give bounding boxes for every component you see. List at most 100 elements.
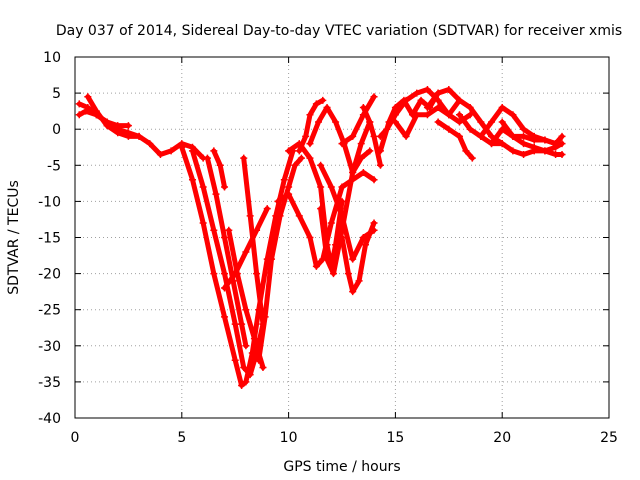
data-point xyxy=(327,219,335,227)
data-point xyxy=(552,150,560,158)
series-pass-19 xyxy=(338,93,378,148)
data-point xyxy=(376,161,384,169)
data-point xyxy=(413,89,421,97)
data-point xyxy=(509,111,517,119)
data-point xyxy=(124,132,132,140)
data-point xyxy=(520,150,528,158)
data-point xyxy=(146,140,154,148)
data-point xyxy=(312,100,320,108)
data-point xyxy=(498,118,506,126)
data-point xyxy=(541,147,549,155)
axis-ticks xyxy=(74,56,610,419)
data-point xyxy=(103,122,111,130)
y-tick-label: 0 xyxy=(52,122,61,138)
data-point xyxy=(178,143,186,151)
data-point xyxy=(509,147,517,155)
data-point xyxy=(344,270,352,278)
data-point xyxy=(349,169,357,177)
data-point xyxy=(295,212,303,220)
data-point xyxy=(75,100,83,108)
data-point xyxy=(242,248,250,256)
data-point xyxy=(445,111,453,119)
data-point xyxy=(477,118,485,126)
data-point xyxy=(468,154,476,162)
data-point xyxy=(312,262,320,270)
data-point xyxy=(357,140,365,148)
data-point xyxy=(92,107,100,115)
data-point xyxy=(423,111,431,119)
data-point xyxy=(297,154,305,162)
y-axis-label: SDTVAR / TECUs xyxy=(6,180,22,295)
data-point xyxy=(530,143,538,151)
data-point xyxy=(238,320,246,328)
data-point xyxy=(238,382,246,390)
data-point xyxy=(306,154,314,162)
y-tick-label: -35 xyxy=(38,375,61,391)
data-point xyxy=(338,140,346,148)
data-point xyxy=(558,150,566,158)
data-point xyxy=(498,104,506,112)
data-point xyxy=(315,118,323,126)
series-track xyxy=(318,162,377,262)
data-point xyxy=(359,169,367,177)
data-point xyxy=(317,161,325,169)
data-point xyxy=(370,93,378,101)
x-tick-label: 25 xyxy=(600,430,618,446)
series-track xyxy=(307,105,373,175)
data-point xyxy=(385,118,393,126)
data-point xyxy=(274,197,282,205)
x-tick-label: 15 xyxy=(386,430,404,446)
series-pass-7 xyxy=(210,147,229,191)
y-tick-label: -40 xyxy=(38,411,61,427)
data-point xyxy=(520,140,528,148)
data-point xyxy=(124,122,132,130)
data-point xyxy=(338,197,346,205)
series-track xyxy=(339,220,377,295)
tick-labels: 0 5 10 15 20 25 10 5 0 -5 -10 -15 -20 -25 -30 -35 -40 xyxy=(38,50,618,446)
data-point xyxy=(455,96,463,104)
data-point xyxy=(216,161,224,169)
data-point xyxy=(359,104,367,112)
data-point xyxy=(530,136,538,144)
data-point xyxy=(558,140,566,148)
series-pass-9 xyxy=(221,205,271,292)
data-point xyxy=(306,140,314,148)
y-tick-label: -25 xyxy=(38,303,61,319)
series-track xyxy=(179,144,296,388)
data-point xyxy=(466,104,474,112)
data-point xyxy=(221,234,229,241)
data-point xyxy=(291,161,299,169)
y-tick-label: -20 xyxy=(38,267,61,283)
data-point xyxy=(225,226,233,234)
y-tick-label: -15 xyxy=(38,231,61,247)
data-point xyxy=(338,234,346,241)
data-point xyxy=(323,255,331,263)
data-point xyxy=(317,205,325,213)
data-point xyxy=(280,176,288,184)
data-point xyxy=(329,270,337,278)
data-point xyxy=(455,111,463,119)
data-point xyxy=(402,132,410,140)
data-point xyxy=(376,147,384,155)
data-point xyxy=(242,306,250,314)
data-point xyxy=(246,371,254,379)
series-track xyxy=(204,155,249,349)
data-point xyxy=(338,212,346,220)
data-point xyxy=(285,190,293,198)
data-point xyxy=(391,104,399,112)
data-point xyxy=(541,136,549,144)
data-point xyxy=(509,132,517,140)
data-point xyxy=(498,140,506,148)
data-point xyxy=(466,125,474,133)
y-tick-label: -30 xyxy=(38,339,61,355)
data-point xyxy=(75,111,83,119)
data-point xyxy=(319,96,327,104)
data-point xyxy=(349,132,357,140)
data-point xyxy=(306,234,314,241)
data-point xyxy=(285,147,293,155)
data-point xyxy=(84,93,92,101)
data-point xyxy=(417,96,425,104)
data-point xyxy=(231,270,239,278)
data-point xyxy=(82,107,90,115)
